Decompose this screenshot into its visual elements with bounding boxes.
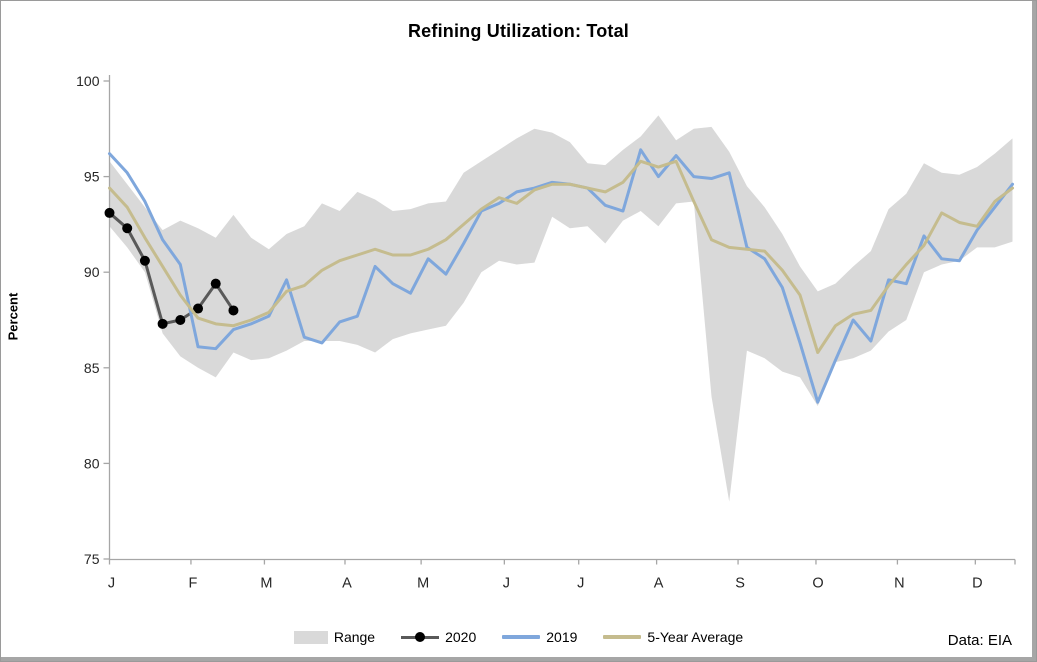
legend-item-range: Range [293, 629, 376, 645]
series-line-5-year-average [108, 159, 1015, 355]
legend-label: 2019 [546, 629, 578, 645]
svg-text:S: S [735, 576, 745, 592]
marker-2020 [139, 255, 150, 266]
marker-2020 [104, 207, 115, 218]
legend-swatch-line [603, 635, 642, 639]
data-source-note: Data: EIA [947, 632, 1012, 649]
legend-item-2019: 2019 [502, 629, 577, 645]
legend-swatch-line [502, 635, 541, 639]
chart-legend: Range 2020 2019 5-Year Average [1, 629, 1036, 645]
svg-text:80: 80 [84, 455, 100, 471]
svg-text:J: J [577, 576, 584, 592]
range-band [109, 115, 1013, 502]
svg-text:A: A [654, 576, 664, 592]
chart-title: Refining Utilization: Total [407, 21, 630, 41]
legend-item-5-year-average: 5-Year Average [603, 629, 743, 645]
marker-2020 [210, 278, 221, 289]
series-line-2020 [108, 211, 235, 326]
svg-text:M: M [260, 576, 272, 592]
svg-text:D: D [972, 576, 982, 592]
svg-text:85: 85 [84, 360, 100, 376]
svg-text:M: M [417, 576, 429, 592]
marker-2020 [193, 303, 204, 314]
marker-2020 [157, 318, 168, 329]
legend-swatch-band [293, 630, 328, 644]
svg-text:95: 95 [84, 169, 100, 185]
legend-label: 5-Year Average [647, 629, 744, 645]
legend-swatch-line-marker [401, 631, 440, 644]
svg-text:75: 75 [84, 551, 100, 567]
svg-text:O: O [812, 576, 823, 592]
marker-2020 [122, 223, 133, 234]
marker-2020 [228, 305, 239, 316]
svg-text:F: F [189, 576, 198, 592]
svg-text:90: 90 [84, 264, 100, 280]
legend-label: 2020 [445, 629, 477, 645]
svg-text:A: A [342, 576, 352, 592]
svg-text:J: J [108, 576, 115, 592]
legend-label: Range [333, 629, 376, 645]
svg-text:N: N [894, 576, 904, 592]
marker-2020 [175, 315, 186, 325]
legend-item-2020: 2020 [401, 629, 476, 645]
svg-text:100: 100 [76, 73, 100, 89]
svg-text:J: J [503, 576, 510, 592]
